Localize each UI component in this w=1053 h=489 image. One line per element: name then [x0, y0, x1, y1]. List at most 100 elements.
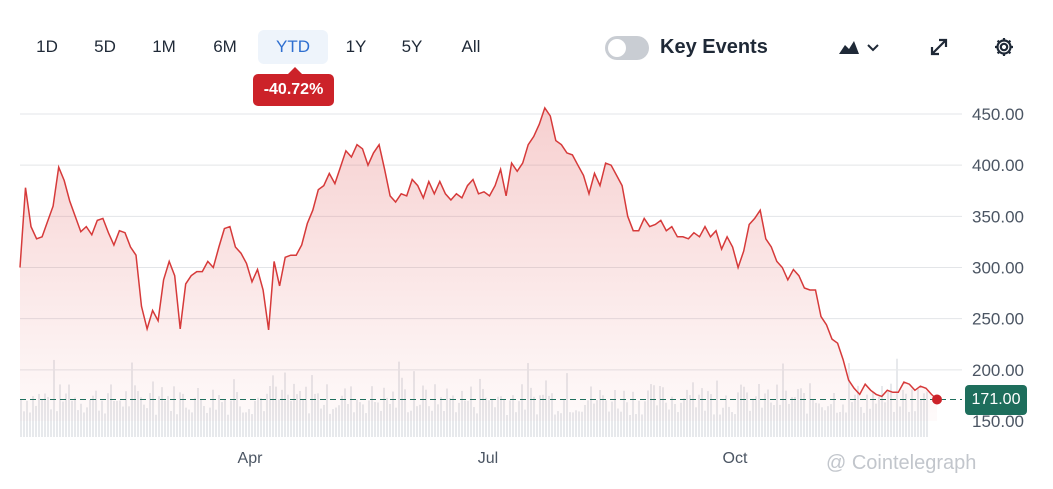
volume-bar: [332, 409, 334, 437]
volume-bar: [308, 413, 310, 437]
gear-icon: [995, 38, 1013, 56]
volume-bar: [431, 410, 433, 437]
volume-bar: [581, 411, 583, 437]
volume-bar: [473, 407, 475, 437]
volume-bar: [749, 410, 751, 437]
volume-bar: [722, 407, 724, 437]
range-1m-button[interactable]: 1M: [152, 37, 176, 56]
volume-bar: [620, 411, 622, 437]
volume-bar: [617, 408, 619, 437]
chevron-down-icon: [867, 44, 879, 52]
volume-bar: [560, 413, 562, 437]
volume-bar: [170, 410, 172, 437]
key-events-label: Key Events: [660, 36, 768, 58]
volume-bar: [584, 405, 586, 437]
range-1d-button[interactable]: 1D: [36, 37, 58, 56]
volume-bar: [188, 409, 190, 437]
expand-button[interactable]: [922, 32, 958, 62]
volume-bar: [380, 410, 382, 437]
last-price-dot: [932, 394, 942, 405]
volume-bar: [677, 412, 679, 437]
volume-bar: [836, 412, 838, 437]
toolbar: 1D 5D 1M 6M YTD 1Y 5Y All Key Events: [0, 0, 1053, 95]
volume-bar: [569, 412, 571, 437]
volume-bar: [215, 409, 217, 437]
settings-button[interactable]: [986, 32, 1022, 62]
volume-bar: [572, 412, 574, 437]
volume-bar: [524, 409, 526, 437]
x-tick-label: Jul: [478, 450, 498, 467]
volume-bar: [893, 411, 895, 437]
volume-bar: [191, 412, 193, 437]
key-events-toggle[interactable]: [605, 36, 649, 60]
volume-bar: [494, 407, 496, 437]
volume-bar: [35, 405, 37, 437]
volume-bar: [245, 412, 247, 437]
volume-bar: [860, 407, 862, 437]
volume-bar: [416, 406, 418, 437]
volume-bar: [104, 413, 106, 437]
volume-bar: [476, 413, 478, 437]
y-tick-label: 250.00: [972, 310, 1024, 329]
volume-bar: [713, 414, 715, 437]
volume-bar: [695, 407, 697, 437]
range-all-button[interactable]: All: [461, 37, 481, 56]
volume-bar: [824, 410, 826, 437]
range-5y-button[interactable]: 5Y: [401, 37, 423, 56]
volume-bar: [641, 414, 643, 437]
x-axis-tick-labels: Apr Jul Oct: [238, 450, 748, 467]
y-tick-label: 300.00: [972, 259, 1024, 278]
volume-bar: [209, 407, 211, 437]
volume-bar: [656, 405, 658, 437]
volume-bar: [320, 408, 322, 437]
volume-bar: [914, 411, 916, 437]
volume-bar: [146, 408, 148, 437]
volume-bar: [50, 409, 52, 437]
volume-bar: [185, 407, 187, 437]
chart-type-selector[interactable]: [834, 32, 884, 62]
volume-bar: [908, 411, 910, 437]
volume-bar: [23, 411, 25, 437]
volume-bar: [773, 405, 775, 437]
current-price-tag: 171.00: [965, 385, 1027, 415]
price-line: [19, 106, 938, 401]
range-ytd-button[interactable]: YTD: [258, 30, 328, 64]
volume-bar: [410, 410, 412, 437]
volume-bar: [719, 414, 721, 437]
x-tick-label: Oct: [723, 450, 748, 467]
y-tick-label: 200.00: [972, 361, 1024, 380]
price-area-fill: [20, 107, 937, 422]
volume-bar: [515, 412, 517, 437]
range-5d-button[interactable]: 5D: [94, 37, 116, 56]
volume-bar: [821, 407, 823, 437]
y-tick-label: 400.00: [972, 156, 1024, 175]
volume-bar: [29, 412, 31, 437]
volume-bar: [242, 412, 244, 437]
volume-bar: [176, 414, 178, 437]
range-1y-button[interactable]: 1Y: [345, 37, 367, 56]
volume-bar: [83, 412, 85, 437]
volume-bar: [845, 412, 847, 437]
volume-bar: [239, 406, 241, 437]
volume-bar: [863, 412, 865, 437]
volume-bar: [869, 408, 871, 437]
volume-bar: [428, 406, 430, 437]
volume-bar: [98, 410, 100, 437]
volume-bar: [728, 406, 730, 437]
volume-bar: [227, 414, 229, 437]
volume-bar: [329, 413, 331, 437]
volume-bar: [704, 410, 706, 437]
volume-bar: [554, 414, 556, 437]
volume-bar: [155, 414, 157, 437]
range-6m-button[interactable]: 6M: [213, 37, 237, 56]
volume-bar: [263, 411, 265, 437]
volume-bar: [635, 414, 637, 437]
ytd-change-badge: -40.72%: [253, 67, 334, 106]
y-tick-label: 150.00: [972, 412, 1024, 431]
area-chart-icon: [839, 41, 879, 54]
volume-bar: [122, 406, 124, 437]
volume-bar: [251, 414, 253, 437]
y-tick-label: 350.00: [972, 207, 1024, 226]
volume-bar: [365, 413, 367, 437]
cointelegraph-watermark: @ Cointelegraph: [826, 452, 977, 474]
